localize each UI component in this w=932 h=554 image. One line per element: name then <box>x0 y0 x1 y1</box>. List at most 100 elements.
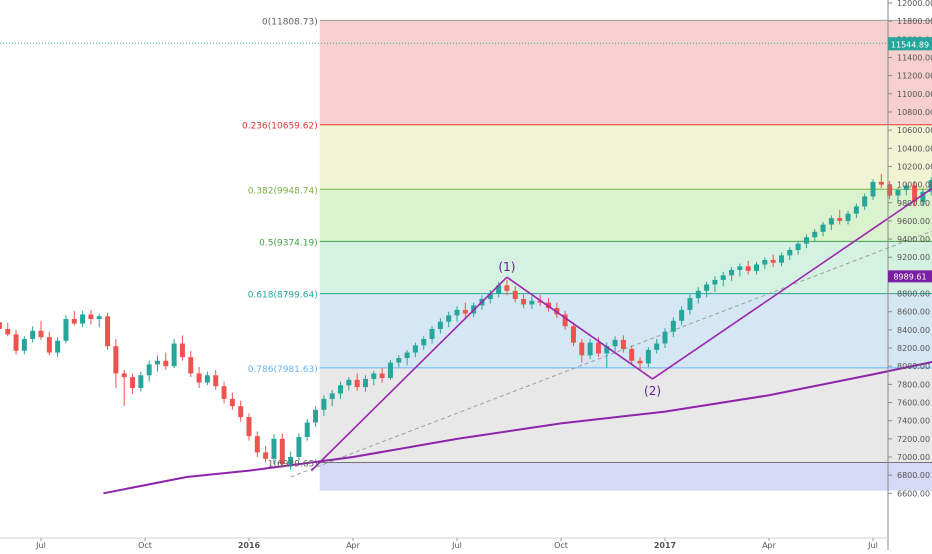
candle-body <box>346 379 352 386</box>
candle-body <box>679 309 685 321</box>
candle-body <box>188 357 194 374</box>
price-tick-label: 7000.00 <box>897 453 930 462</box>
candle-body <box>895 190 901 196</box>
candle-body <box>812 231 818 238</box>
candle-body <box>654 343 660 350</box>
candle-body <box>837 218 843 221</box>
fib-labels-layer: 0(11808.73) 0.236(10659.62) 0.382(9948.74)… <box>242 17 318 469</box>
candle-body <box>130 377 136 388</box>
candle-body <box>795 243 801 250</box>
candle-body <box>421 338 427 346</box>
price-tick-label: 11000.00 <box>897 90 932 99</box>
candle-body <box>179 343 185 358</box>
candle-body <box>88 314 94 319</box>
time-tick-label: 2016 <box>238 541 261 550</box>
candle-body <box>512 290 518 300</box>
candles-layer <box>0 173 932 470</box>
elliott-wave-layer <box>310 187 932 472</box>
fib-zone <box>319 189 932 242</box>
candle-body <box>246 417 252 437</box>
candle-body <box>737 266 743 270</box>
candle-body <box>163 360 169 367</box>
price-tag-label: 8989.61 <box>893 272 926 281</box>
candle-body <box>620 339 626 349</box>
candle-body <box>579 342 585 356</box>
time-tick-label: Oct <box>138 541 152 550</box>
candle-body <box>0 322 2 329</box>
price-tick-label: 11400.00 <box>897 53 932 62</box>
price-tick-label: 9200.00 <box>897 253 930 262</box>
price-tick-label: 11800.00 <box>897 17 932 26</box>
candle-body <box>263 452 269 459</box>
candle-body <box>612 339 618 347</box>
candle-body <box>762 259 768 265</box>
candle-body <box>778 255 784 263</box>
candle-body <box>429 328 435 339</box>
candle-body <box>695 290 701 299</box>
price-tag-label: 11544.89 <box>891 40 929 49</box>
candle-body <box>570 326 576 343</box>
price-tick-label: 9600.00 <box>897 217 930 226</box>
candle-body <box>446 315 452 322</box>
candle-body <box>21 338 27 351</box>
candle-body <box>637 360 643 364</box>
fib-level-label: 0.236(10659.62) <box>242 122 318 132</box>
candle-body <box>329 393 335 399</box>
candle-body <box>670 320 676 332</box>
time-tick-label: Jul <box>35 541 46 550</box>
fib-level-label: 0.786(7981.63) <box>248 365 318 375</box>
candle-body <box>720 275 726 280</box>
candle-body <box>371 373 377 379</box>
candle-body <box>754 264 760 271</box>
candle-body <box>196 373 202 383</box>
candle-body <box>770 259 776 263</box>
price-tick-label: 10200.00 <box>897 162 932 171</box>
price-tick-label: 11200.00 <box>897 72 932 81</box>
fib-level-label: 1(6939.65) <box>268 459 318 469</box>
candle-body <box>279 438 285 465</box>
candle-body <box>462 309 468 314</box>
candle-body <box>254 436 260 453</box>
fib-zone <box>319 241 932 294</box>
fib-level-label: 0.618(8799.64) <box>248 291 318 301</box>
candle-body <box>38 330 44 338</box>
wave-segment <box>506 276 653 380</box>
wave-segment <box>310 276 508 472</box>
time-axis: JulOct2016AprJulOct2017AprJulOct2018AprJ… <box>0 537 888 550</box>
candle-body <box>645 349 651 364</box>
fib-zone <box>319 293 932 368</box>
candle-body <box>820 224 826 232</box>
time-tick-label: 2017 <box>654 541 676 550</box>
candle-body <box>296 437 302 457</box>
time-tick-label: Jul <box>451 541 462 550</box>
candle-body <box>729 269 735 276</box>
candle-body <box>146 364 152 376</box>
candle-body <box>537 300 543 303</box>
candle-body <box>71 318 77 324</box>
candle-body <box>803 237 809 244</box>
fib-level-label: 0.5(9374.19) <box>259 238 318 248</box>
price-tick-label: 10000.00 <box>897 181 932 190</box>
candle-body <box>862 196 868 207</box>
candle-body <box>903 185 909 191</box>
price-tick-label: 10400.00 <box>897 144 932 153</box>
candle-body <box>271 438 277 459</box>
candle-body <box>928 180 932 192</box>
candle-body <box>121 373 127 378</box>
candle-body <box>154 360 160 365</box>
price-tick-label: 8000.00 <box>897 362 930 371</box>
candle-body <box>521 299 527 305</box>
time-tick-label: Apr <box>762 541 777 550</box>
price-tick-label: 6800.00 <box>897 471 930 480</box>
fib-zone <box>319 462 932 491</box>
fib-retracement-zones <box>319 20 932 491</box>
price-tick-label: 9800.00 <box>897 199 930 208</box>
candle-body <box>213 375 219 387</box>
wave-label: (1) <box>498 260 515 274</box>
candle-body <box>321 398 327 410</box>
candle-body <box>63 318 69 341</box>
candle-body <box>387 362 393 379</box>
candle-body <box>704 284 710 291</box>
